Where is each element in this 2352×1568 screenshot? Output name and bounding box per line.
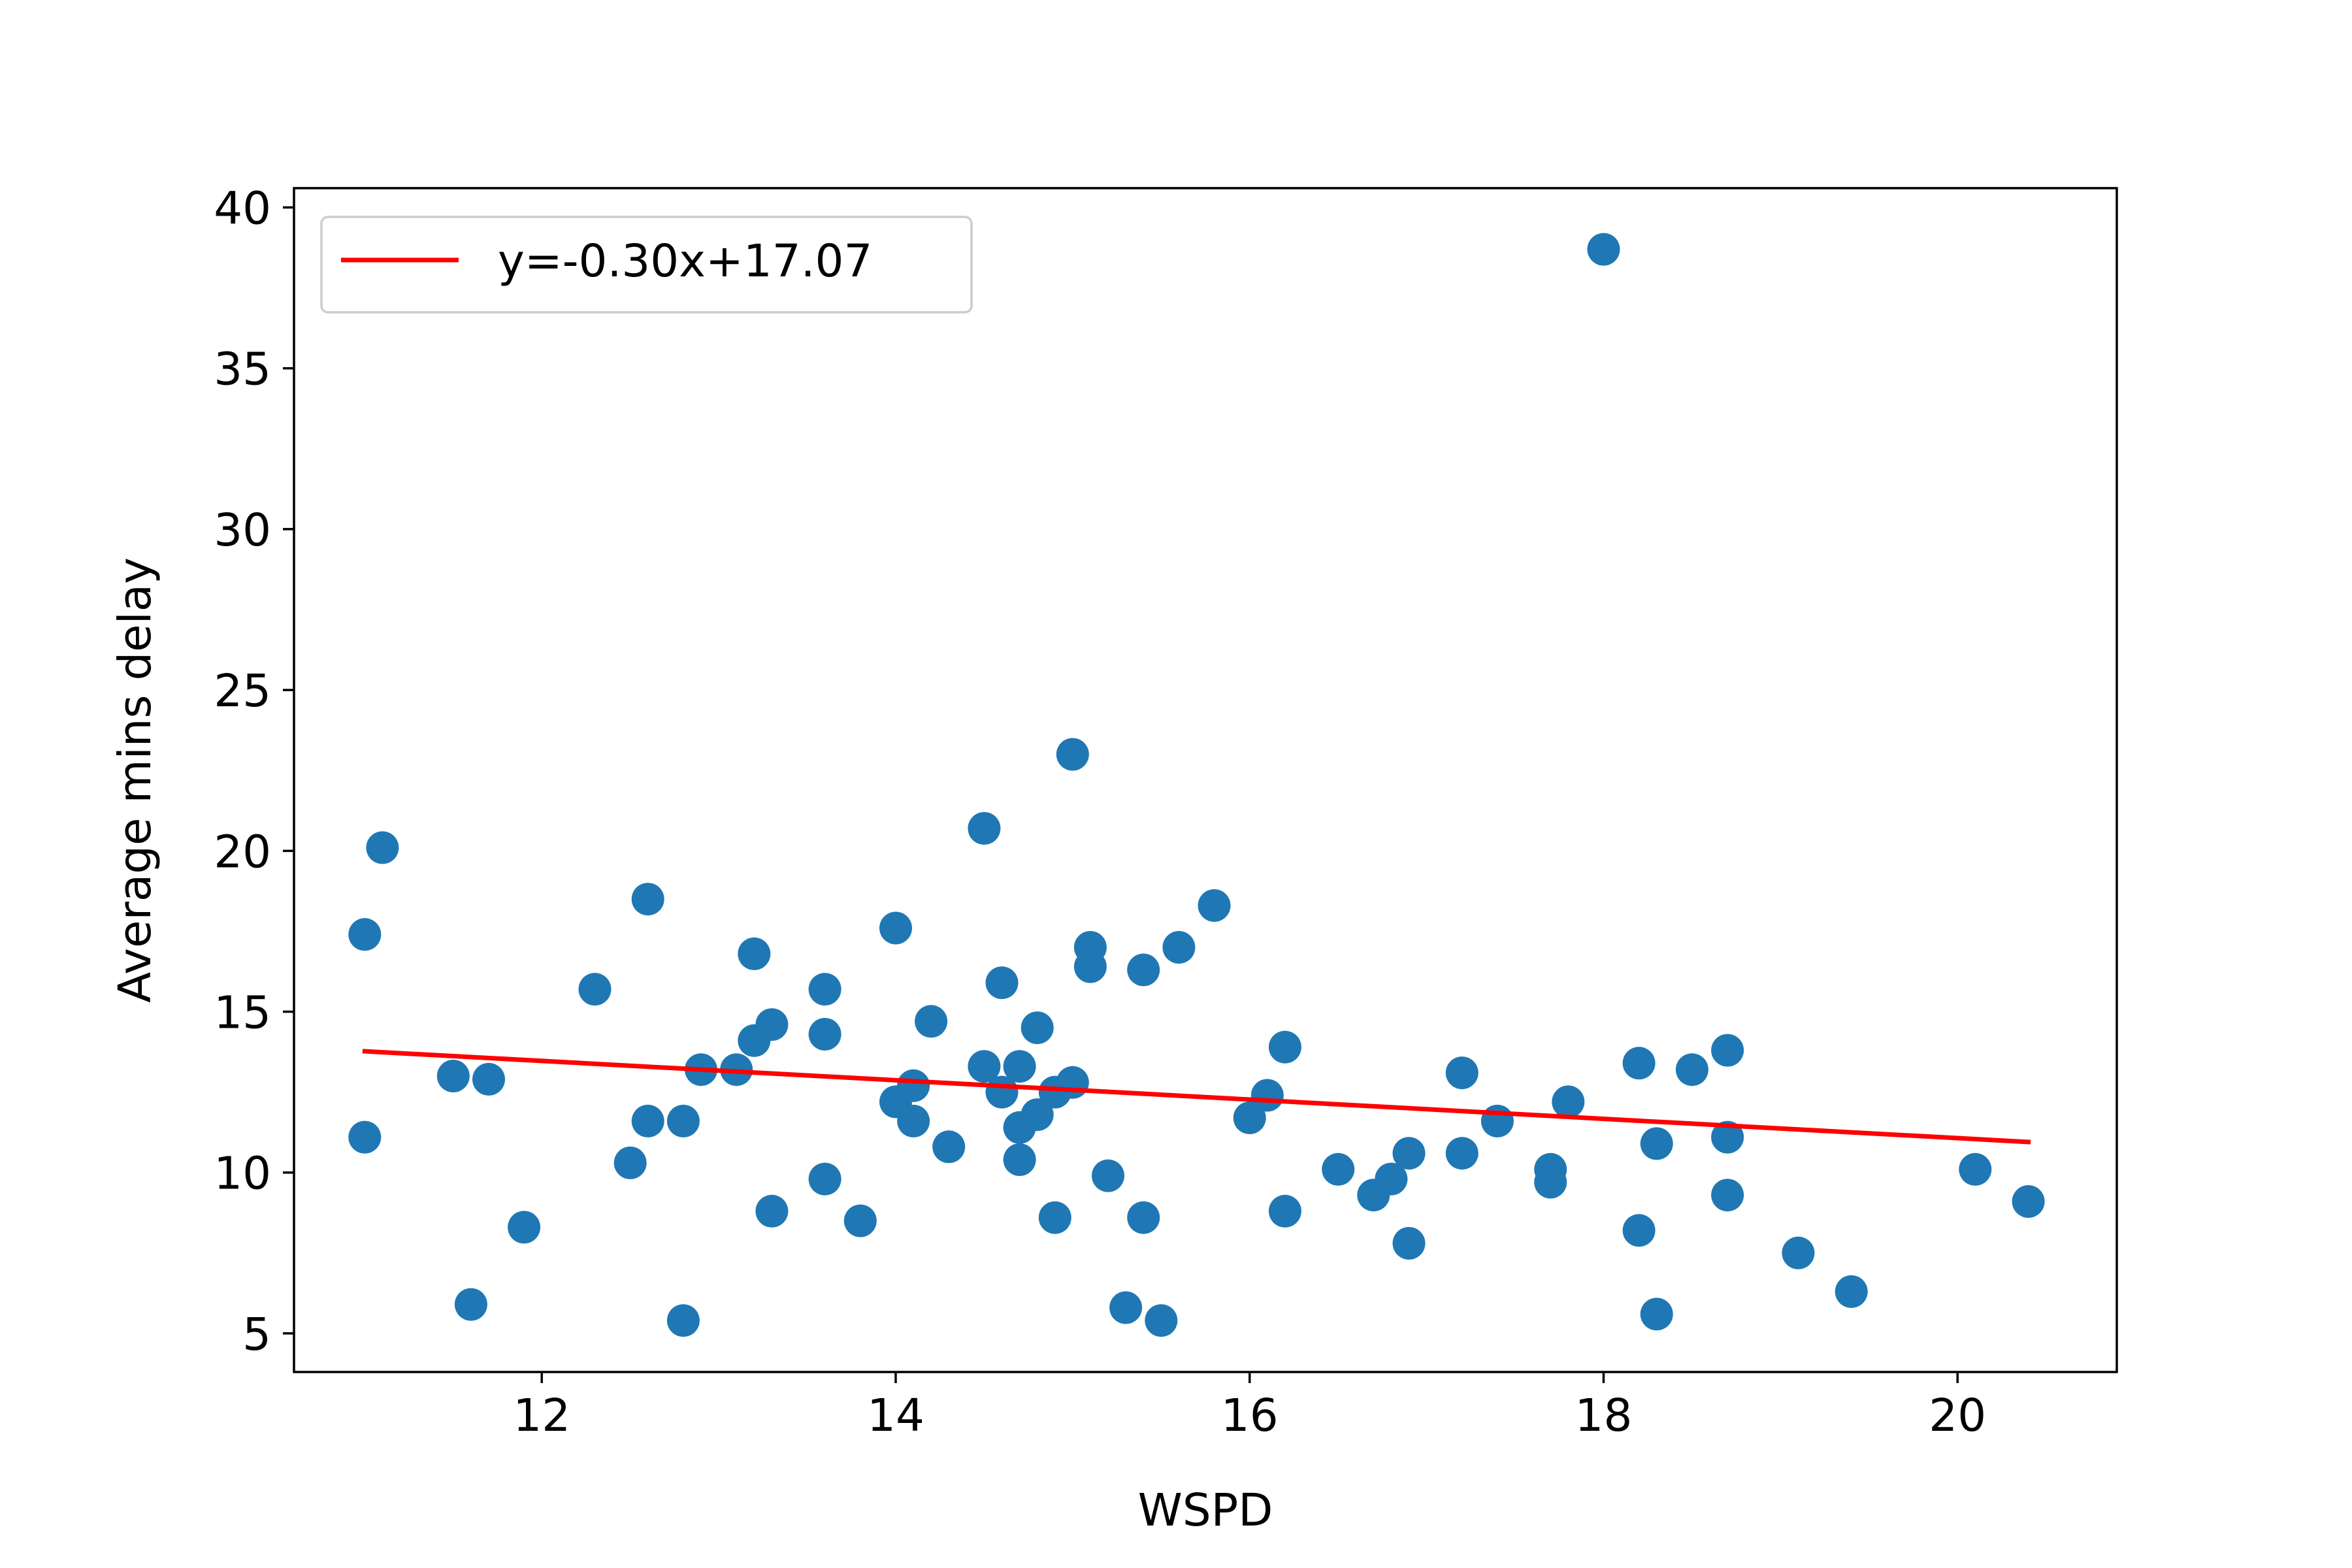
scatter-point [1092, 1159, 1124, 1192]
scatter-point [1534, 1166, 1567, 1199]
x-axis-label: WSPD [1138, 1484, 1273, 1537]
scatter-point [348, 1120, 382, 1154]
scatter-point [1782, 1236, 1815, 1269]
scatter-point [348, 918, 382, 951]
scatter-point [1145, 1304, 1178, 1337]
scatter-point [1675, 1053, 1708, 1086]
y-tick-label: 30 [214, 504, 271, 557]
x-axis-ticks: 12 14 16 18 20 [513, 1372, 1986, 1442]
scatter-point [631, 1104, 664, 1137]
plot-area [294, 188, 2117, 1372]
legend: y=-0.30x+17.07 [320, 216, 973, 314]
scatter-point [738, 937, 771, 970]
scatter-point [1322, 1152, 1355, 1186]
scatter-point [1375, 1162, 1408, 1196]
fit-line [362, 1049, 2031, 1145]
scatter-point [508, 1211, 541, 1244]
scatter-point [436, 1060, 470, 1092]
scatter-point [1392, 1137, 1426, 1170]
scatter-point [843, 1204, 877, 1237]
scatter-point [1056, 738, 1089, 771]
scatter-point [879, 911, 912, 945]
y-tick-label: 15 [214, 987, 271, 1039]
scatter-point [666, 1304, 700, 1337]
scatter-point [968, 1050, 1001, 1083]
y-tick-label: 40 [214, 183, 271, 235]
scatter-point [932, 1130, 966, 1164]
scatter-point [1392, 1227, 1426, 1260]
scatter-point [1622, 1214, 1656, 1247]
x-tick-label: 14 [867, 1390, 924, 1442]
scatter-point [1587, 233, 1620, 266]
y-tick-label: 5 [242, 1309, 271, 1361]
scatter-point [897, 1104, 930, 1137]
y-tick-label: 25 [214, 665, 271, 717]
scatter-point [808, 1018, 841, 1051]
y-tick-label: 35 [214, 344, 271, 396]
scatter-point [613, 1146, 647, 1179]
x-tick-label: 16 [1221, 1390, 1279, 1442]
y-axis-label: Average mins delay [109, 557, 161, 1003]
scatter-point [1003, 1050, 1036, 1083]
scatter-point [1233, 1102, 1266, 1134]
scatter-point [897, 1069, 930, 1102]
scatter-point [366, 831, 399, 864]
scatter-point [1622, 1047, 1656, 1080]
scatter-point [1959, 1152, 1992, 1186]
regression-line [362, 1049, 2031, 1145]
scatter-point [1711, 1120, 1744, 1154]
scatter-point [1268, 1030, 1301, 1064]
scatter-point [755, 1194, 789, 1228]
scatter-point [1640, 1127, 1673, 1160]
scatter-point [666, 1104, 700, 1137]
scatter-point [1127, 1201, 1160, 1234]
scatter-point [1003, 1143, 1036, 1176]
scatter-point [1445, 1137, 1478, 1170]
scatter-point [1127, 953, 1160, 987]
scatter-point [985, 966, 1019, 1000]
scatter-point [1445, 1056, 1478, 1090]
scatter-point [1109, 1291, 1143, 1324]
scatter-point [755, 1008, 789, 1041]
scatter-point [1198, 889, 1231, 922]
scatter-point [808, 1162, 841, 1196]
legend-label: y=-0.30x+17.07 [498, 235, 872, 287]
y-axis-ticks: 5 10 15 20 25 30 35 40 [214, 183, 294, 1361]
x-tick-label: 12 [513, 1390, 570, 1442]
x-tick-label: 18 [1575, 1390, 1633, 1442]
scatter-point [1250, 1079, 1284, 1112]
scatter-point [1711, 1034, 1744, 1067]
scatter-point [1162, 931, 1196, 964]
x-tick-label: 20 [1929, 1390, 1986, 1442]
scatter-point [1835, 1275, 1868, 1308]
scatter-point [1021, 1098, 1054, 1132]
y-tick-label: 10 [214, 1148, 271, 1200]
scatter-points [348, 233, 2045, 1337]
scatter-point [968, 811, 1001, 845]
scatter-point [472, 1062, 505, 1096]
scatter-point [808, 973, 841, 1006]
y-tick-label: 20 [214, 826, 271, 878]
scatter-point [1711, 1179, 1744, 1212]
scatter-point [1073, 950, 1107, 983]
legend-box [320, 216, 973, 314]
scatter-point [1038, 1201, 1071, 1234]
plot-frame [293, 187, 2118, 1373]
scatter-point [915, 1005, 948, 1038]
scatter-point [631, 883, 664, 916]
scatter-point [1021, 1011, 1054, 1045]
scatter-point [2012, 1185, 2045, 1218]
scatter-point [1552, 1085, 1585, 1119]
scatter-point [1056, 1066, 1089, 1099]
scatter-point [1268, 1194, 1301, 1228]
scatter-point [1480, 1104, 1514, 1137]
scatter-point [454, 1288, 487, 1321]
scatter-point [578, 973, 612, 1006]
scatter-point [1640, 1298, 1673, 1331]
